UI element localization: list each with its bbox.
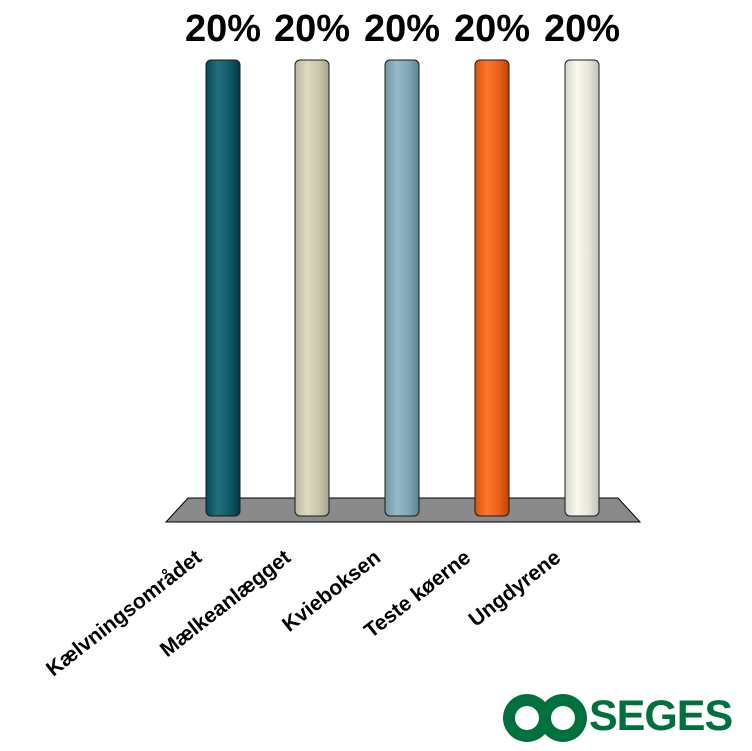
value-label-4: 20%: [454, 8, 530, 50]
bar-4: [474, 59, 510, 517]
bar-2: [294, 59, 330, 517]
seges-logo: [500, 690, 750, 746]
value-label-2: 20%: [274, 8, 350, 50]
value-label-1: 20%: [185, 8, 261, 50]
category-label-1: Kælvningsområdet: [42, 546, 206, 681]
bar-3: [384, 59, 420, 517]
value-label-3: 20%: [364, 8, 440, 50]
bar-5: [564, 59, 600, 517]
category-label-5: Ungdyrene: [464, 546, 565, 632]
bar-1: [205, 59, 241, 517]
seges-logo-text: SEGES: [589, 692, 733, 740]
seges-logo-icon: [500, 694, 590, 746]
value-label-5: 20%: [544, 8, 620, 50]
